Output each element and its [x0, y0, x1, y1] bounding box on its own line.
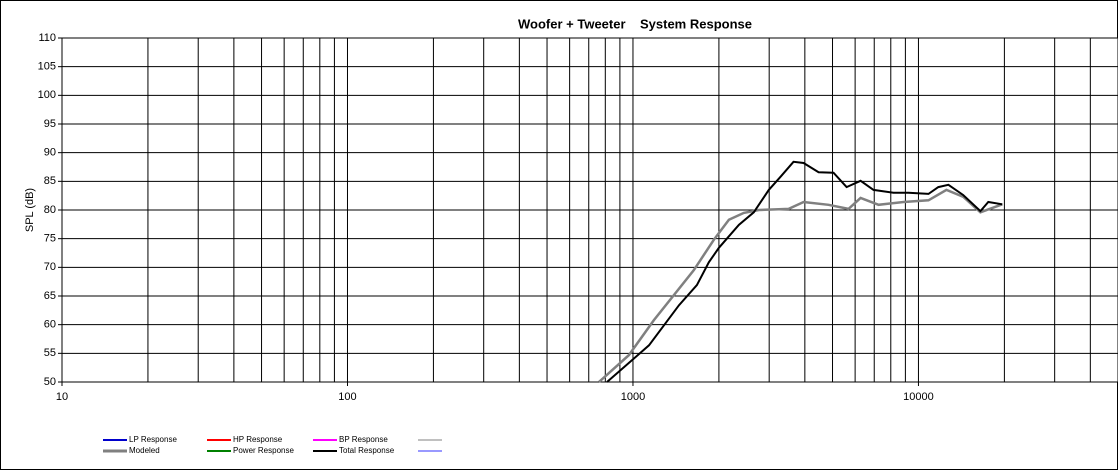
y-tick-label: 70 — [44, 261, 56, 273]
y-tick-label: 55 — [44, 347, 56, 359]
y-tick-label: 90 — [44, 147, 56, 159]
y-tick-label: 85 — [44, 175, 56, 187]
x-tick-label: 1000 — [621, 391, 645, 403]
y-tick-label: 100 — [38, 89, 56, 101]
y-tick-label: 110 — [38, 32, 56, 44]
legend-label: Total Response — [339, 446, 395, 455]
series-line — [598, 188, 1003, 383]
chart-title: Woofer + Tweeter System Response — [518, 16, 752, 31]
legend-label: Modeled — [129, 446, 160, 455]
x-tick-label: 10000 — [903, 391, 934, 403]
y-tick-label: 50 — [44, 376, 56, 388]
y-axis-label: SPL (dB) — [24, 188, 36, 232]
y-tick-label: 75 — [44, 233, 56, 245]
y-tick-label: 80 — [44, 204, 56, 216]
y-tick-label: 105 — [38, 61, 56, 73]
y-tick-label: 60 — [44, 319, 56, 331]
y-tick-label: 95 — [44, 118, 56, 130]
legend-label: BP Response — [339, 435, 388, 444]
x-tick-label: 100 — [338, 391, 356, 403]
x-tick-label: 10 — [56, 391, 68, 403]
legend-label: Power Response — [233, 446, 294, 455]
series-line — [606, 160, 1003, 383]
y-tick-label: 65 — [44, 290, 56, 302]
legend-label: LP Response — [129, 435, 177, 444]
legend-label: HP Response — [233, 435, 283, 444]
